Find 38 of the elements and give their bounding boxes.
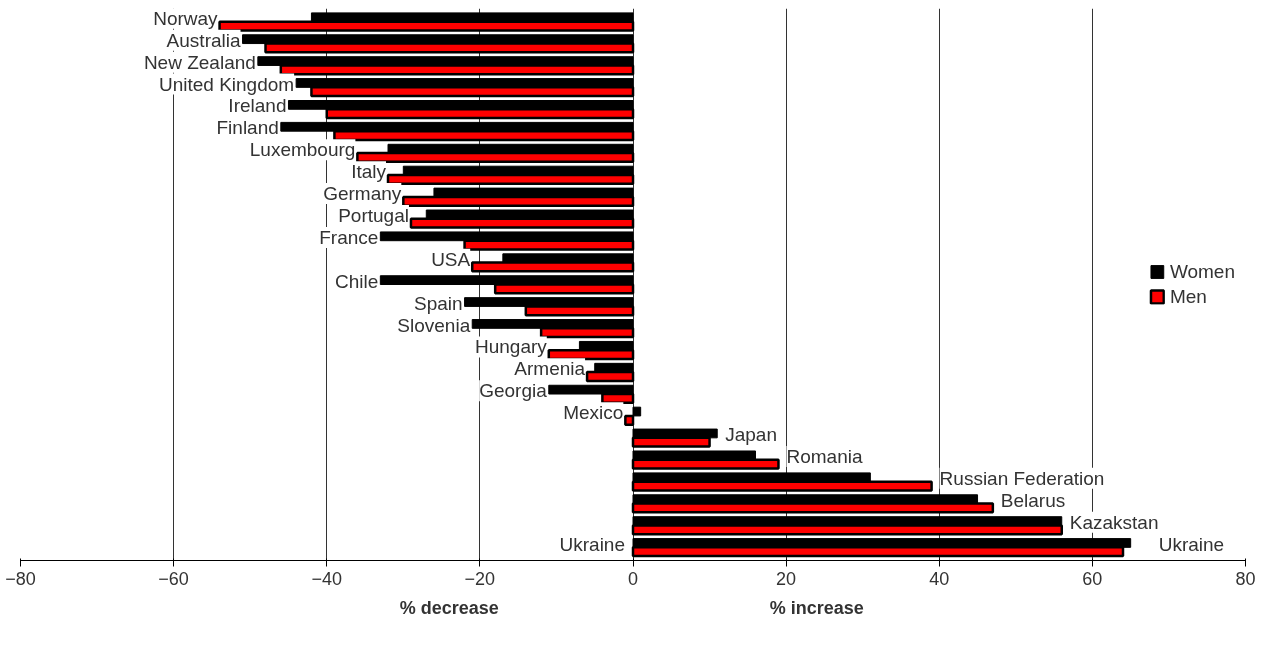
- text: % decrease: [399, 597, 499, 618]
- y-tick-label: Norway: [153, 7, 219, 29]
- x-tick-label: 0: [627, 568, 639, 589]
- y-tick-label: Portugal: [338, 205, 409, 226]
- y-tick-label: France: [319, 226, 379, 248]
- y-tick-label: Australia: [166, 29, 241, 51]
- y-tick-label: Romania: [786, 445, 863, 467]
- y-tick-label: Luxembourg: [249, 139, 356, 161]
- annotation: Ukraine: [559, 533, 626, 555]
- y-tick-label: Slovenia: [397, 314, 471, 336]
- y-tick-label: Mexico: [563, 402, 624, 424]
- y-tick-label: United Kingdom: [158, 73, 295, 95]
- legend-label: Women: [1169, 260, 1235, 283]
- x-tick-label: 80: [1235, 568, 1256, 589]
- y-tick-label: Hungary: [474, 336, 548, 358]
- y-tick-label: Belarus: [1000, 489, 1066, 511]
- y-tick-label: USA: [431, 248, 471, 270]
- x-tick-label: 40: [929, 568, 950, 589]
- y-tick-label: Kazakstan: [1069, 511, 1159, 533]
- x-tick-label: 20: [776, 568, 797, 589]
- text: % increase: [769, 597, 864, 618]
- x-tick-label: −80: [5, 568, 36, 589]
- y-tick-label: Germany: [323, 183, 402, 205]
- y-tick-label: Russian Federation: [939, 467, 1105, 489]
- y-tick-label: Armenia: [514, 358, 586, 380]
- y-tick-label: Finland: [216, 117, 279, 139]
- y-tick-label: New Zealand: [143, 51, 256, 73]
- y-tick-label: Spain: [413, 292, 463, 314]
- x-tick-label: 60: [1082, 568, 1103, 589]
- x-tick-label: −40: [311, 568, 343, 589]
- x-tick-label: −20: [464, 568, 496, 589]
- y-tick-label: Ireland: [228, 95, 287, 117]
- x-tick-label: −60: [158, 568, 189, 589]
- y-tick-label: Italy: [351, 161, 387, 183]
- legend-label: Men: [1169, 285, 1207, 308]
- y-tick-label: Georgia: [479, 380, 548, 402]
- y-tick-label: Chile: [335, 270, 379, 292]
- y-tick-label: Japan: [725, 424, 777, 446]
